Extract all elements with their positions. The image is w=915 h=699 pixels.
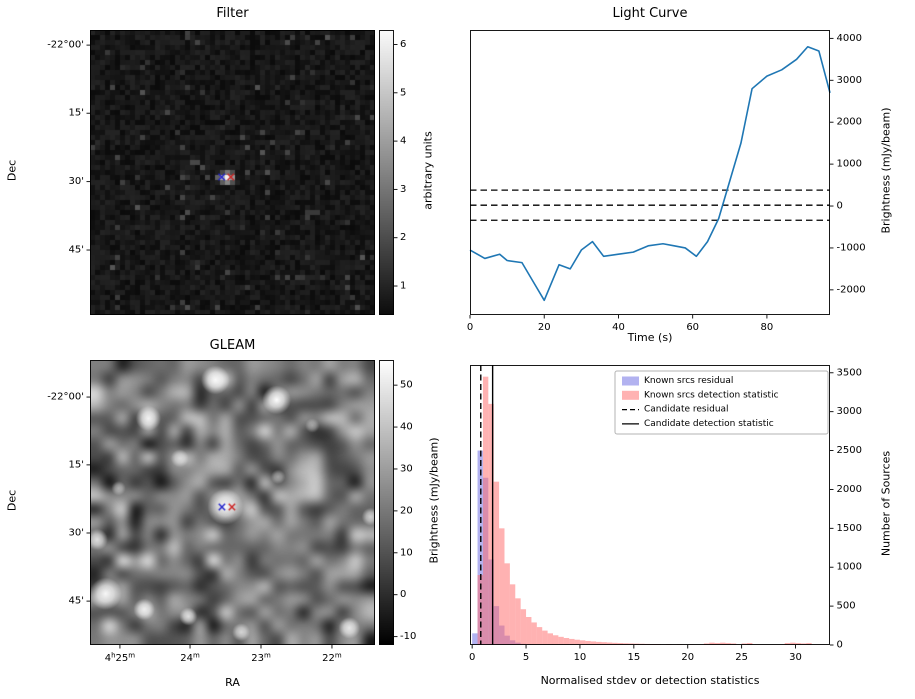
lightcurve-line (469, 45, 831, 302)
filter-title: Filter (216, 6, 249, 21)
gleam-colorbar (379, 360, 394, 645)
svg-text:-22°00': -22°00' (47, 392, 84, 403)
svg-text:30: 30 (400, 463, 413, 474)
svg-text:30': 30' (69, 176, 84, 187)
gleam-colorbar-label: Brightness (mJy/beam) (427, 437, 441, 564)
gleam-heatmap-image (90, 360, 375, 645)
svg-text:Known srcs residual: Known srcs residual (644, 376, 733, 386)
svg-text:3: 3 (400, 184, 406, 195)
svg-text:40: 40 (400, 422, 413, 433)
lightcurve-title: Light Curve (612, 6, 688, 21)
svg-text:10: 10 (400, 547, 413, 558)
svg-text:0: 0 (837, 640, 843, 651)
svg-text:45': 45' (69, 245, 84, 256)
histogram-axes: 0 5 10 15 20 25 30 0 500 1000 1500 2000 2500 3000 3500 (469, 365, 862, 663)
lightcurve-axes: 0 20 40 60 80 -2000 -1000 0 1000 2000 3000 4000 (467, 30, 866, 333)
svg-text:500: 500 (837, 601, 856, 612)
svg-text:4: 4 (400, 136, 406, 147)
svg-text:40: 40 (612, 322, 625, 333)
svg-text:20: 20 (681, 652, 694, 663)
svg-text:0: 0 (469, 652, 475, 663)
svg-text:Known srcs detection statistic: Known srcs detection statistic (644, 390, 779, 400)
svg-text:3500: 3500 (837, 367, 862, 378)
svg-text:0: 0 (400, 589, 406, 600)
lightcurve-ylabel: Brightness (mJy/beam) (879, 107, 893, 234)
svg-text:0: 0 (837, 201, 843, 212)
svg-text:-10: -10 (400, 631, 416, 642)
svg-text:5: 5 (523, 652, 529, 663)
svg-text:2000: 2000 (837, 117, 862, 128)
svg-text:15': 15' (69, 108, 84, 119)
svg-text:1500: 1500 (837, 523, 862, 534)
gleam-ylabel: Dec (5, 489, 19, 512)
gleam-xlabel: RA (225, 676, 240, 689)
histogram-legend: Known srcs residual Known srcs detection … (614, 370, 829, 435)
filter-heatmap-image (90, 30, 375, 315)
svg-text:-1000: -1000 (837, 242, 866, 253)
svg-text:24m: 24m (180, 652, 200, 665)
filter-colorbar-label: arbitrary units (421, 131, 435, 210)
svg-text:50: 50 (400, 380, 413, 391)
svg-text:5: 5 (400, 87, 406, 98)
svg-text:4h25m: 4h25m (105, 652, 136, 665)
svg-text:2500: 2500 (837, 445, 862, 456)
gleam-title: GLEAM (209, 338, 256, 353)
svg-text:2000: 2000 (837, 484, 862, 495)
svg-text:0: 0 (467, 322, 473, 333)
svg-text:10: 10 (574, 652, 587, 663)
filter-axes: -22°00' 15' 30' 45' 1 2 3 4 5 6 (47, 30, 406, 315)
svg-text:Candidate residual: Candidate residual (644, 405, 729, 415)
svg-text:1000: 1000 (837, 159, 862, 170)
svg-text:22m: 22m (322, 652, 342, 665)
svg-text:45': 45' (69, 596, 84, 607)
svg-text:15: 15 (627, 652, 640, 663)
svg-text:1000: 1000 (837, 562, 862, 573)
svg-text:4000: 4000 (837, 33, 862, 44)
svg-text:30': 30' (69, 527, 84, 538)
svg-text:15': 15' (69, 459, 84, 470)
svg-text:Candidate detection statistic: Candidate detection statistic (644, 419, 774, 429)
svg-text:30: 30 (789, 652, 802, 663)
lightcurve-xlabel: Time (s) (627, 331, 673, 344)
gleam-axes: -22°00' 15' 30' 45' 4h25m 24m 23m 22m -10 0 10 20 30… (47, 360, 416, 665)
svg-text:20: 20 (538, 322, 551, 333)
svg-text:6: 6 (400, 39, 406, 50)
svg-text:1: 1 (400, 281, 406, 292)
svg-text:-2000: -2000 (837, 284, 866, 295)
svg-text:-22°00': -22°00' (47, 40, 84, 51)
svg-text:3000: 3000 (837, 406, 862, 417)
svg-text:80: 80 (761, 322, 774, 333)
histogram-ylabel: Number of Sources (879, 450, 893, 557)
svg-text:2: 2 (400, 232, 406, 243)
svg-text:3000: 3000 (837, 75, 862, 86)
svg-text:25: 25 (735, 652, 748, 663)
svg-text:20: 20 (400, 505, 413, 516)
histogram-xlabel: Normalised stdev or detection statistics (540, 674, 760, 687)
filter-ylabel: Dec (5, 159, 19, 182)
svg-text:23m: 23m (251, 652, 271, 665)
filter-colorbar (379, 30, 394, 315)
svg-text:60: 60 (686, 322, 699, 333)
